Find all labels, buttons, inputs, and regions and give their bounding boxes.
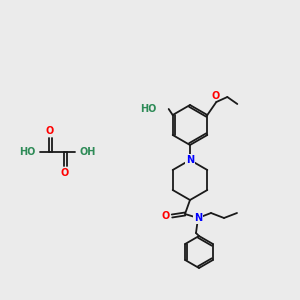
Text: O: O xyxy=(162,211,170,221)
Text: HO: HO xyxy=(140,104,157,114)
Text: O: O xyxy=(46,126,54,136)
Text: OH: OH xyxy=(79,147,95,157)
Text: HO: HO xyxy=(20,147,36,157)
Text: O: O xyxy=(61,168,69,178)
Text: O: O xyxy=(211,91,219,101)
Text: N: N xyxy=(186,155,194,165)
Text: N: N xyxy=(194,213,202,223)
